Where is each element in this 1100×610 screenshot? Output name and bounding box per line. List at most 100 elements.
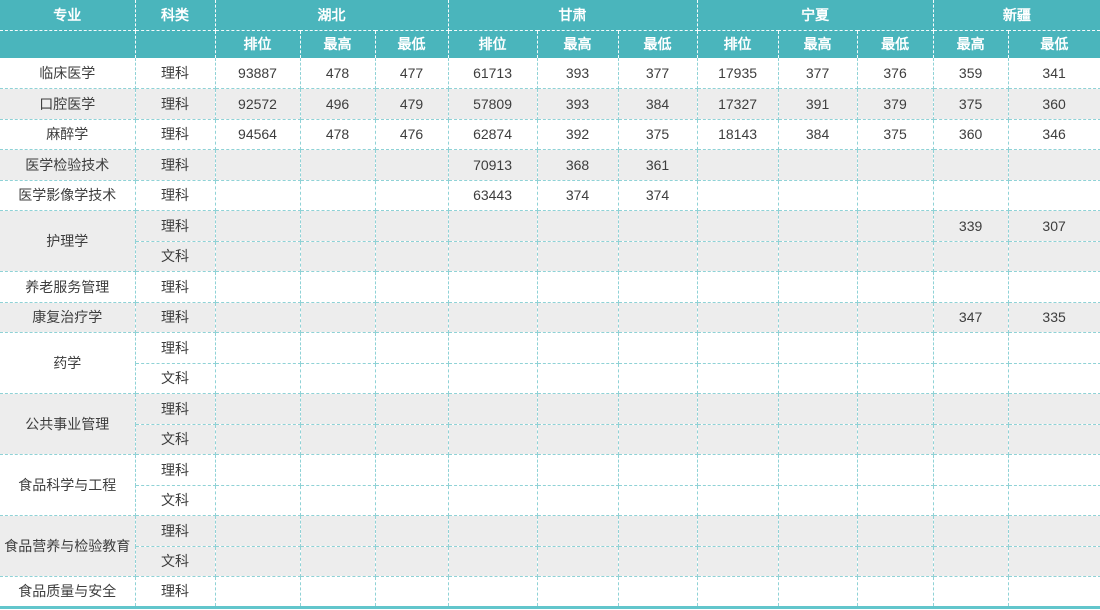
value-cell: 375: [618, 119, 698, 150]
value-cell: [778, 363, 858, 394]
value-cell: [215, 302, 301, 333]
value-cell: 476: [375, 119, 449, 150]
value-cell: 393: [537, 88, 619, 120]
value-cell: [448, 454, 538, 486]
value-cell: [697, 149, 779, 181]
value-cell: [933, 332, 1009, 364]
value-cell: [537, 302, 619, 333]
value-cell: [1008, 149, 1100, 181]
value-cell: 346: [1008, 119, 1100, 150]
value-cell: [300, 485, 376, 516]
value-cell: [448, 271, 538, 303]
value-cell: [375, 149, 449, 181]
header-subcol: 最高: [537, 30, 619, 58]
value-cell: 70913: [448, 149, 538, 181]
value-cell: 391: [778, 88, 858, 120]
value-cell: [375, 241, 449, 272]
value-cell: [375, 485, 449, 516]
value-cell: [778, 485, 858, 516]
value-cell: 478: [300, 58, 376, 89]
value-cell: [215, 180, 301, 211]
subject-cell: 理科: [135, 454, 216, 486]
header-spacer: [0, 30, 136, 58]
value-cell: 93887: [215, 58, 301, 89]
value-cell: [857, 576, 934, 608]
value-cell: [697, 424, 779, 455]
header-row-provinces: 专业 科类 湖北 甘肃 宁夏 新疆: [0, 0, 1100, 31]
value-cell: [215, 546, 301, 577]
table-row: 养老服务管理 理科: [0, 271, 1100, 303]
value-cell: [537, 454, 619, 486]
value-cell: [375, 576, 449, 608]
value-cell: 368: [537, 149, 619, 181]
value-cell: [1008, 332, 1100, 364]
value-cell: [697, 576, 779, 608]
value-cell: 478: [300, 119, 376, 150]
value-cell: [375, 210, 449, 242]
value-cell: [933, 241, 1009, 272]
value-cell: [537, 241, 619, 272]
value-cell: [697, 546, 779, 577]
value-cell: [933, 454, 1009, 486]
subject-cell: 理科: [135, 58, 216, 89]
subject-cell: 文科: [135, 485, 216, 516]
major-cell: 公共事业管理: [0, 393, 136, 455]
subject-cell: 理科: [135, 515, 216, 547]
value-cell: [1008, 363, 1100, 394]
value-cell: [778, 180, 858, 211]
value-cell: [215, 454, 301, 486]
value-cell: 496: [300, 88, 376, 120]
value-cell: [778, 454, 858, 486]
value-cell: [537, 210, 619, 242]
major-cell: 食品质量与安全: [0, 576, 136, 608]
value-cell: [375, 332, 449, 364]
value-cell: [618, 424, 698, 455]
value-cell: [618, 485, 698, 516]
value-cell: [1008, 546, 1100, 577]
value-cell: 479: [375, 88, 449, 120]
value-cell: [215, 241, 301, 272]
value-cell: 384: [618, 88, 698, 120]
value-cell: [537, 271, 619, 303]
value-cell: [778, 424, 858, 455]
value-cell: [857, 393, 934, 425]
value-cell: [448, 210, 538, 242]
value-cell: [300, 302, 376, 333]
header-row-subcols: 排位 最高 最低 排位 最高 最低 排位 最高 最低 最高 最低: [0, 30, 1100, 58]
value-cell: [618, 363, 698, 394]
value-cell: [933, 424, 1009, 455]
value-cell: 17935: [697, 58, 779, 89]
value-cell: [857, 424, 934, 455]
subject-cell: 理科: [135, 210, 216, 242]
value-cell: 377: [778, 58, 858, 89]
value-cell: [1008, 515, 1100, 547]
value-cell: [697, 302, 779, 333]
value-cell: [448, 363, 538, 394]
value-cell: [448, 332, 538, 364]
value-cell: [618, 515, 698, 547]
value-cell: [375, 454, 449, 486]
value-cell: 377: [618, 58, 698, 89]
table-row: 康复治疗学 理科 347 335: [0, 302, 1100, 333]
value-cell: 359: [933, 58, 1009, 89]
value-cell: [933, 363, 1009, 394]
value-cell: [618, 576, 698, 608]
subject-cell: 理科: [135, 302, 216, 333]
value-cell: [697, 515, 779, 547]
header-subject: 科类: [135, 0, 216, 31]
value-cell: [215, 393, 301, 425]
value-cell: [375, 271, 449, 303]
value-cell: [933, 515, 1009, 547]
value-cell: [1008, 576, 1100, 608]
value-cell: [778, 241, 858, 272]
value-cell: [778, 332, 858, 364]
value-cell: [300, 149, 376, 181]
value-cell: [618, 546, 698, 577]
value-cell: [618, 271, 698, 303]
value-cell: [537, 363, 619, 394]
scores-table-header: 专业 科类 湖北 甘肃 宁夏 新疆 排位 最高 最低 排位 最高 最低 排位 最高 最低 最高 最低: [0, 0, 1100, 58]
value-cell: 17327: [697, 88, 779, 120]
value-cell: [300, 454, 376, 486]
value-cell: 393: [537, 58, 619, 89]
